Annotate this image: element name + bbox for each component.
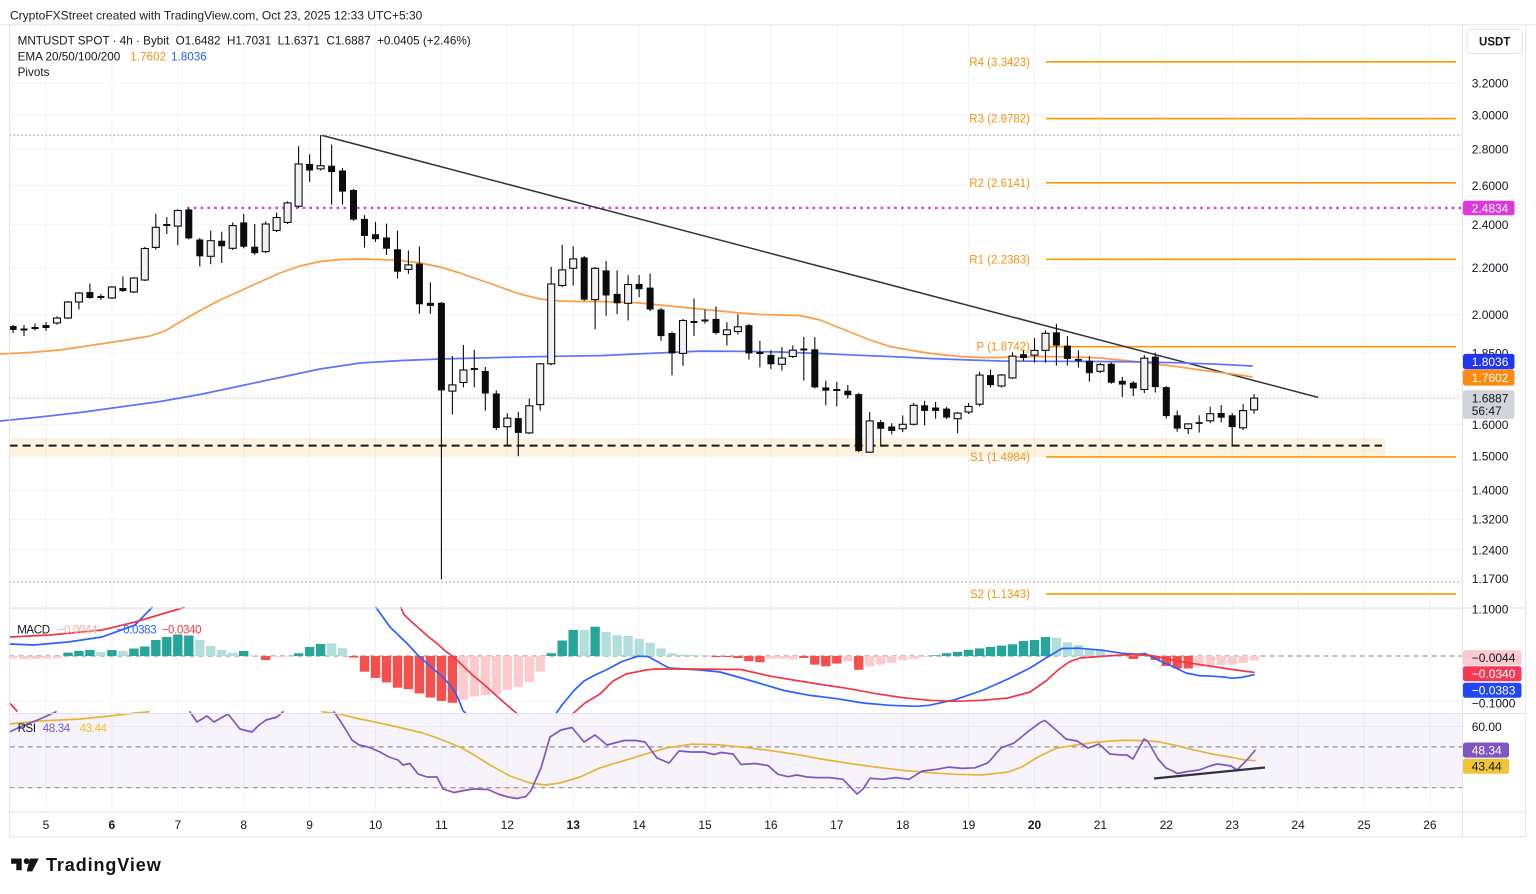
- svg-text:1.4000: 1.4000: [1472, 484, 1509, 498]
- svg-text:P (1.8742): P (1.8742): [977, 342, 1031, 354]
- svg-text:9: 9: [306, 818, 313, 832]
- svg-text:CryptoFXStreet created with Tr: CryptoFXStreet created with TradingView.…: [10, 9, 423, 23]
- svg-text:−0.1000: −0.1000: [1472, 697, 1516, 711]
- svg-text:2.6000: 2.6000: [1472, 179, 1509, 193]
- svg-text:43.44: 43.44: [1472, 760, 1502, 774]
- svg-text:−0.0383: −0.0383: [1472, 684, 1516, 698]
- svg-text:R3 (2.9782): R3 (2.9782): [969, 114, 1030, 126]
- svg-text:1.6000: 1.6000: [1472, 418, 1509, 432]
- svg-text:22: 22: [1160, 818, 1174, 832]
- svg-text:MNTUSDT SPOT · 4h · Bybit O1.: MNTUSDT SPOT · 4h · Bybit O1.6482 H1.703…: [18, 34, 471, 47]
- svg-text:S1 (1.4984): S1 (1.4984): [970, 452, 1030, 464]
- svg-text:25: 25: [1357, 818, 1371, 832]
- svg-text:23: 23: [1226, 818, 1240, 832]
- svg-text:12: 12: [501, 818, 515, 832]
- svg-text:6: 6: [109, 818, 116, 832]
- svg-text:2.4834: 2.4834: [1472, 201, 1509, 215]
- svg-text:8: 8: [240, 818, 247, 832]
- svg-text:R1 (2.2383): R1 (2.2383): [969, 254, 1030, 266]
- svg-text:1.1000: 1.1000: [1472, 602, 1509, 616]
- svg-text:TradingView: TradingView: [46, 855, 162, 875]
- svg-text:5: 5: [43, 818, 50, 832]
- svg-text:48.34: 48.34: [1472, 743, 1502, 757]
- svg-text:56:47: 56:47: [1472, 404, 1502, 418]
- svg-text:10: 10: [369, 818, 383, 832]
- svg-text:R2 (2.6141): R2 (2.6141): [969, 178, 1030, 190]
- svg-text:1.1700: 1.1700: [1472, 572, 1509, 586]
- svg-text:19: 19: [962, 818, 976, 832]
- svg-text:3.0000: 3.0000: [1472, 108, 1509, 122]
- svg-text:1.2400: 1.2400: [1472, 543, 1509, 557]
- svg-text:26: 26: [1423, 818, 1437, 832]
- svg-text:−0.0340: −0.0340: [1472, 667, 1516, 681]
- svg-text:S2 (1.1343): S2 (1.1343): [970, 589, 1030, 601]
- svg-text:11: 11: [435, 818, 448, 832]
- svg-text:18: 18: [896, 818, 910, 832]
- svg-text:3.2000: 3.2000: [1472, 77, 1509, 91]
- svg-text:2.0000: 2.0000: [1472, 308, 1509, 322]
- svg-text:60.00: 60.00: [1472, 720, 1502, 734]
- svg-text:USDT: USDT: [1479, 37, 1510, 49]
- svg-text:21: 21: [1094, 818, 1108, 832]
- svg-text:1.8036: 1.8036: [1472, 355, 1509, 369]
- svg-text:7: 7: [174, 818, 181, 832]
- svg-text:16: 16: [764, 818, 778, 832]
- svg-text:MACD−0.0044−0.0383−0.0340: MACD −0.0044 −0.0383 −0.0340: [17, 625, 201, 637]
- svg-text:−0.0044: −0.0044: [1472, 651, 1516, 665]
- svg-text:2.2000: 2.2000: [1472, 261, 1509, 275]
- svg-text:2.4000: 2.4000: [1472, 218, 1509, 232]
- svg-text:15: 15: [698, 818, 712, 832]
- svg-text:Pivots: Pivots: [18, 66, 50, 79]
- svg-text:1.5000: 1.5000: [1472, 450, 1509, 464]
- svg-text:20: 20: [1028, 818, 1042, 832]
- svg-text:2.8000: 2.8000: [1472, 142, 1509, 156]
- svg-text:13: 13: [567, 818, 581, 832]
- svg-text:24: 24: [1291, 818, 1305, 832]
- svg-text:17: 17: [830, 818, 844, 832]
- svg-text:R4 (3.3423): R4 (3.3423): [969, 57, 1030, 69]
- svg-text:1.7602: 1.7602: [1472, 371, 1509, 385]
- svg-text:1.3200: 1.3200: [1472, 513, 1509, 527]
- svg-text:14: 14: [632, 818, 646, 832]
- svg-text:1.6887: 1.6887: [1472, 391, 1509, 405]
